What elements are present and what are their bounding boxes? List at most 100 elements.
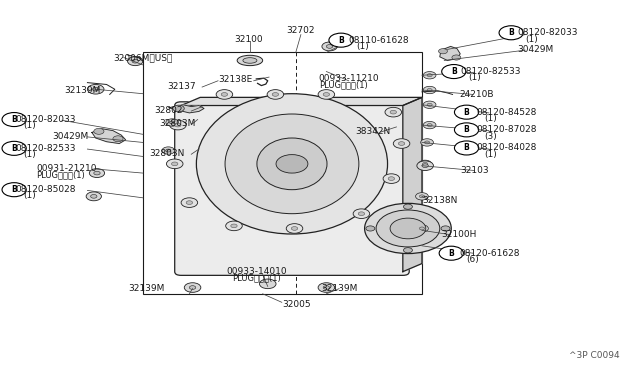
Text: 32137: 32137 <box>168 82 196 91</box>
Circle shape <box>175 123 181 127</box>
Text: (1): (1) <box>468 73 481 82</box>
Circle shape <box>415 193 428 200</box>
Circle shape <box>403 204 412 209</box>
Circle shape <box>90 169 104 177</box>
Circle shape <box>390 110 396 114</box>
Circle shape <box>2 141 26 155</box>
Text: 00933-11210: 00933-11210 <box>319 74 380 83</box>
Circle shape <box>170 121 175 124</box>
Circle shape <box>318 90 335 99</box>
Circle shape <box>427 103 432 106</box>
Text: 00931-21210: 00931-21210 <box>36 164 97 173</box>
Circle shape <box>318 283 335 292</box>
Text: 32139M: 32139M <box>321 284 357 293</box>
Text: 32103: 32103 <box>460 166 489 174</box>
Circle shape <box>422 164 428 167</box>
Circle shape <box>419 195 424 198</box>
Circle shape <box>91 195 97 198</box>
Circle shape <box>422 162 428 165</box>
Circle shape <box>127 57 143 65</box>
Circle shape <box>231 224 237 228</box>
Circle shape <box>2 183 26 197</box>
Text: (3): (3) <box>484 132 497 141</box>
Text: (1): (1) <box>356 42 369 51</box>
Circle shape <box>94 171 100 175</box>
Text: B: B <box>12 144 17 153</box>
Circle shape <box>452 55 461 60</box>
Text: B: B <box>12 115 17 124</box>
Circle shape <box>423 121 436 129</box>
Circle shape <box>388 177 394 180</box>
Circle shape <box>323 93 330 96</box>
Text: PLUGプラグ(1): PLUGプラグ(1) <box>36 170 85 179</box>
Circle shape <box>172 162 178 166</box>
Text: (1): (1) <box>23 192 36 201</box>
Circle shape <box>286 224 303 233</box>
Circle shape <box>366 226 375 231</box>
Text: 32702: 32702 <box>287 26 315 35</box>
Circle shape <box>93 87 99 91</box>
Text: (1): (1) <box>525 35 538 44</box>
Ellipse shape <box>237 55 262 65</box>
Circle shape <box>86 192 101 201</box>
Circle shape <box>423 71 436 79</box>
Circle shape <box>323 286 330 289</box>
Circle shape <box>173 105 184 112</box>
Circle shape <box>417 161 433 170</box>
Ellipse shape <box>196 94 388 234</box>
Polygon shape <box>403 97 422 272</box>
Text: 32803M: 32803M <box>159 119 196 128</box>
Text: B: B <box>449 249 454 258</box>
Circle shape <box>419 227 424 230</box>
Circle shape <box>427 74 432 77</box>
Circle shape <box>499 26 524 40</box>
Circle shape <box>427 89 432 92</box>
FancyBboxPatch shape <box>175 102 409 275</box>
Text: B: B <box>12 185 17 194</box>
Text: 32100: 32100 <box>234 35 263 44</box>
Circle shape <box>221 93 228 96</box>
Circle shape <box>88 84 104 94</box>
Circle shape <box>166 159 183 169</box>
Circle shape <box>259 279 276 289</box>
Text: 32802: 32802 <box>155 106 183 115</box>
Bar <box>143 52 422 294</box>
Circle shape <box>385 108 401 117</box>
Text: 32803N: 32803N <box>149 149 184 158</box>
Text: 32138N: 32138N <box>422 196 458 205</box>
Circle shape <box>365 203 451 254</box>
Circle shape <box>181 198 198 208</box>
Text: 08120-82033: 08120-82033 <box>15 115 76 124</box>
Text: 08120-85028: 08120-85028 <box>15 185 76 194</box>
Text: 08120-82533: 08120-82533 <box>15 144 76 153</box>
Text: 30429M: 30429M <box>52 132 88 141</box>
Circle shape <box>454 141 479 155</box>
Text: (1): (1) <box>23 150 36 159</box>
Text: (1): (1) <box>484 114 497 123</box>
Circle shape <box>166 149 171 152</box>
Circle shape <box>189 286 196 289</box>
Circle shape <box>454 105 479 119</box>
Polygon shape <box>92 129 125 144</box>
Text: 30429M: 30429M <box>518 45 554 54</box>
Circle shape <box>427 124 432 126</box>
Text: ^3P C0094: ^3P C0094 <box>569 351 620 360</box>
Polygon shape <box>440 46 460 61</box>
Circle shape <box>353 209 370 218</box>
Text: (6): (6) <box>467 255 479 264</box>
Text: 00933-14010: 00933-14010 <box>226 267 287 276</box>
Polygon shape <box>169 105 204 113</box>
Circle shape <box>423 86 436 94</box>
Text: PLUGプラグ(1): PLUGプラグ(1) <box>232 274 281 283</box>
Circle shape <box>2 112 26 126</box>
Circle shape <box>438 49 447 54</box>
Circle shape <box>394 139 410 148</box>
Text: 08120-84528: 08120-84528 <box>476 108 536 117</box>
Text: B: B <box>464 144 469 153</box>
Circle shape <box>276 155 308 173</box>
Text: (1): (1) <box>484 150 497 159</box>
Circle shape <box>442 64 466 78</box>
Text: 32139M: 32139M <box>129 284 165 293</box>
Circle shape <box>439 246 463 260</box>
Circle shape <box>267 90 284 99</box>
